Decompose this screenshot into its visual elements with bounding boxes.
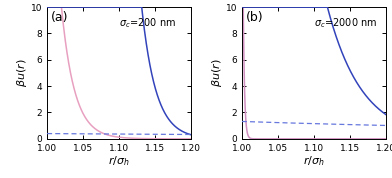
Y-axis label: $\beta u(r)$: $\beta u(r)$	[15, 59, 29, 87]
X-axis label: $r/\sigma_h$: $r/\sigma_h$	[303, 154, 325, 168]
Text: (a): (a)	[51, 11, 69, 24]
Y-axis label: $\beta u(r)$: $\beta u(r)$	[210, 59, 224, 87]
Text: (b): (b)	[246, 11, 264, 24]
Text: $\sigma_c$=200 nm: $\sigma_c$=200 nm	[119, 16, 176, 30]
X-axis label: $r/\sigma_h$: $r/\sigma_h$	[108, 154, 130, 168]
Text: $\sigma_c$=2000 nm: $\sigma_c$=2000 nm	[314, 16, 377, 30]
